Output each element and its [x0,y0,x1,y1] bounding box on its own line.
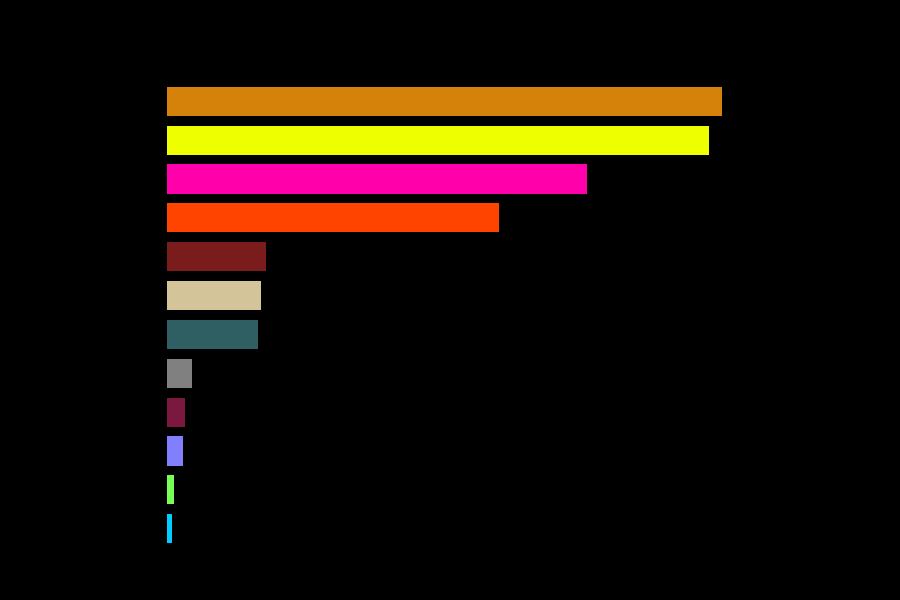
Bar [166,436,183,466]
Bar [166,475,174,505]
Bar [166,203,499,232]
Bar [166,359,193,388]
Bar [166,320,258,349]
Bar [166,125,708,155]
Bar [166,281,261,310]
Bar [166,398,184,427]
Bar [166,514,172,543]
Bar [166,87,722,116]
Bar [166,242,266,271]
Bar [166,164,587,194]
